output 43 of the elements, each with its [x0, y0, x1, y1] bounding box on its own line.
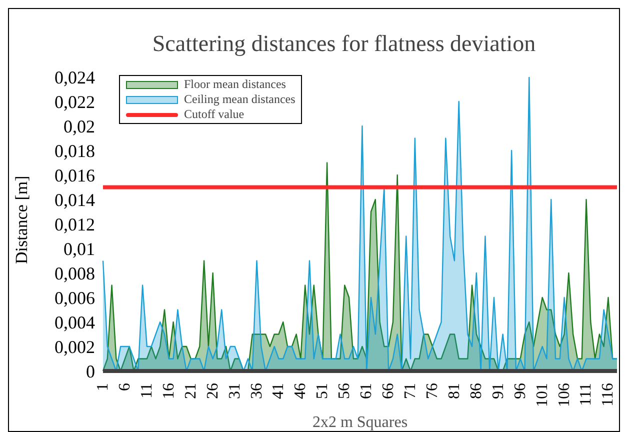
x-tick-label: 46	[292, 383, 310, 399]
x-tick-label: 61	[358, 383, 376, 399]
x-tick-label: 21	[182, 383, 200, 399]
x-tick-label: 86	[468, 383, 485, 399]
x-tick-label: 101	[534, 383, 551, 407]
x-tick-label: 56	[336, 383, 354, 399]
x-tick-label: 51	[314, 383, 332, 399]
x-tick-label: 76	[424, 383, 441, 399]
y-axis-title: Distance [m]	[12, 176, 32, 264]
x-tick-label: 111	[578, 383, 595, 406]
y-tick-label: 0,016	[54, 165, 95, 186]
chart-title: Scattering distances for flatness deviation	[151, 31, 537, 57]
y-tick-label: 0,01	[64, 238, 95, 259]
x-tick-label: 116	[600, 383, 617, 406]
x-tick-label: 41	[270, 383, 288, 399]
y-tick-label: 0,022	[54, 92, 95, 112]
y-tick-label: 0,018	[54, 140, 95, 161]
x-tick-label: 16	[160, 383, 178, 399]
legend-label: Ceiling mean distances	[184, 92, 296, 107]
x-tick-label: 71	[402, 383, 420, 399]
x-tick-label: 66	[380, 383, 398, 399]
legend-label: Floor mean distances	[184, 77, 286, 92]
y-tick-label: 0,008	[54, 263, 95, 284]
x-tick-label: 81	[446, 383, 463, 399]
x-tick-label: 96	[512, 383, 529, 399]
x-tick-label: 36	[248, 383, 266, 399]
x-tick-label: 6	[116, 383, 134, 391]
x-tick-label: 91	[490, 383, 507, 399]
x-tick-label: 31	[226, 383, 244, 399]
x-tick-label: 26	[204, 383, 222, 399]
y-tick-label: 0	[86, 361, 95, 382]
y-tick-label: 0,004	[54, 312, 95, 332]
y-tick-label: 0,012	[54, 214, 95, 234]
y-tick-label: 0,024	[54, 67, 95, 88]
x-tick-label: 11	[138, 383, 156, 398]
y-tick-label: 0,02	[64, 116, 95, 136]
y-tick-label: 0,002	[54, 336, 95, 357]
legend-label: Cutoff value	[184, 107, 244, 122]
y-tick-label: 0,006	[54, 288, 95, 308]
x-axis-title: 2x2 m Squares	[312, 414, 408, 431]
y-tick-label: 0,014	[54, 190, 95, 210]
x-tick-label: 1	[94, 383, 112, 391]
x-tick-label: 106	[556, 383, 573, 407]
